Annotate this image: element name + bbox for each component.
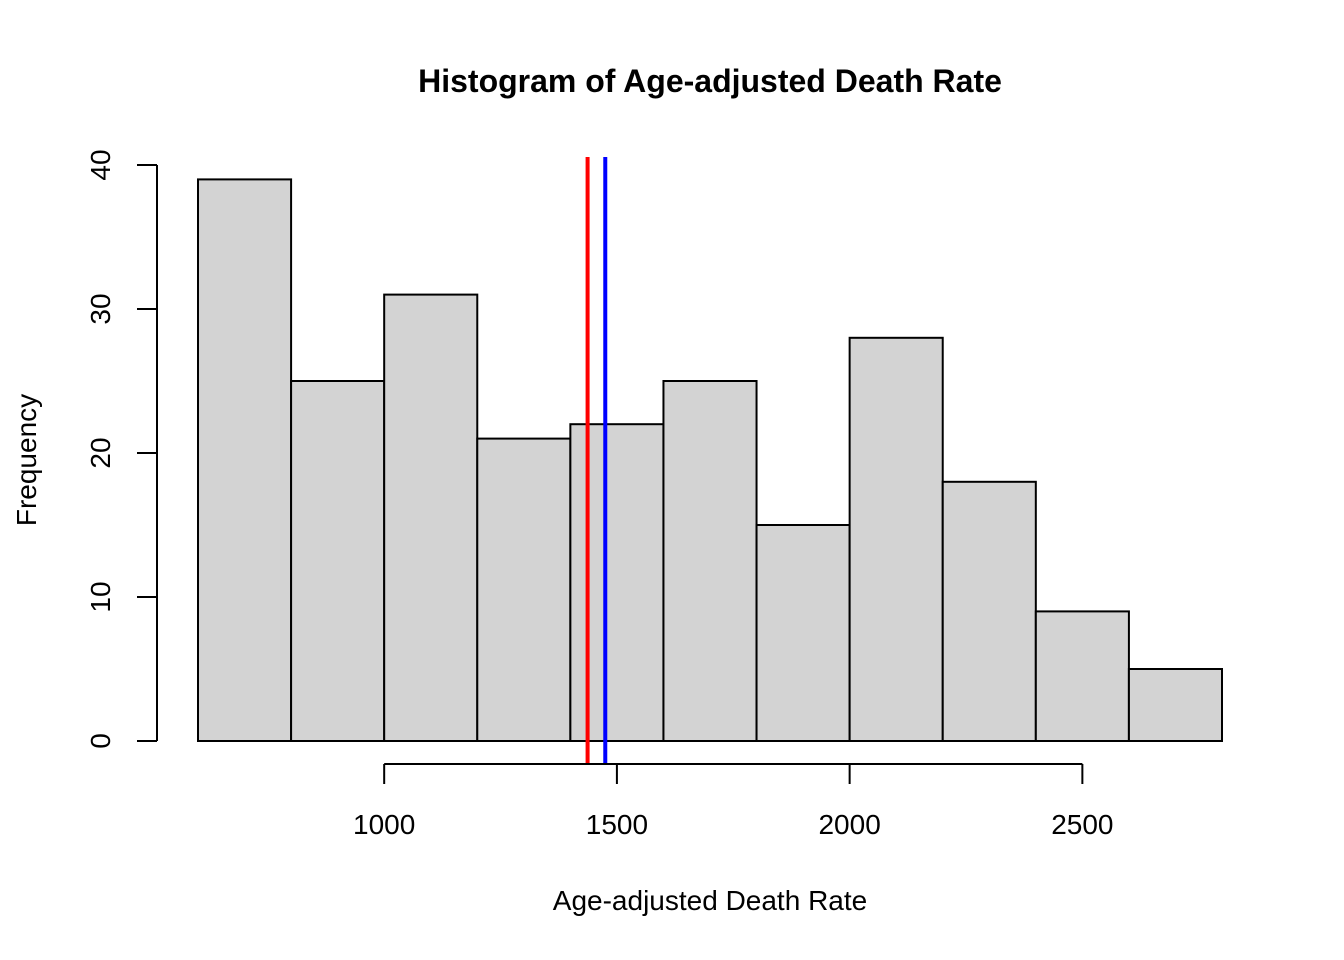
y-tick-label-3: 20 (85, 437, 116, 468)
histogram-bar-7 (755, 524, 851, 742)
y-tick-label-4: 30 (85, 293, 116, 324)
x-axis-label: Age-adjusted Death Rate (553, 885, 867, 916)
x-axis: 1000 1500 2000 2500 (353, 763, 1114, 840)
y-axis-label: Frequency (11, 394, 42, 526)
histogram-bar-1 (197, 178, 293, 742)
histogram-bar-6 (662, 380, 758, 742)
reference-lines-layer (585, 157, 608, 764)
histogram-bar-9 (941, 480, 1037, 742)
histogram-bar-10 (1034, 610, 1130, 743)
x-tick-label-3: 2000 (818, 809, 880, 840)
y-axis: 0 10 20 30 40 (85, 149, 158, 749)
histogram-bar-11 (1127, 668, 1223, 742)
bars-layer (197, 178, 1223, 743)
y-tick-label-5: 40 (85, 149, 116, 180)
chart-title: Histogram of Age-adjusted Death Rate (418, 63, 1002, 99)
y-tick-label-2: 10 (85, 581, 116, 612)
histogram-bar-2 (290, 380, 386, 742)
histogram-bar-3 (383, 293, 479, 742)
x-tick-label-4: 2500 (1051, 809, 1113, 840)
histogram-bar-8 (848, 336, 944, 742)
y-tick-label-1: 0 (85, 733, 116, 749)
x-tick-label-2: 1500 (586, 809, 648, 840)
histogram-bar-5 (569, 423, 665, 742)
x-tick-label-1: 1000 (353, 809, 415, 840)
histogram-bar-4 (476, 437, 572, 742)
